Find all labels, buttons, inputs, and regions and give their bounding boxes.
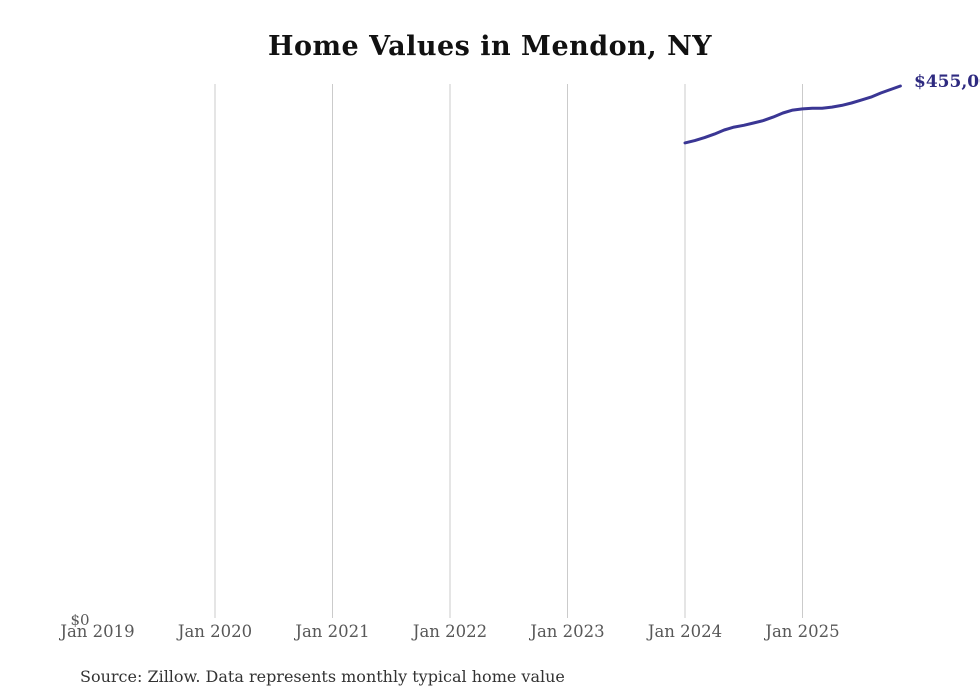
x-axis-label: Jan 2023 <box>530 622 605 641</box>
source-note: Source: Zillow. Data represents monthly … <box>80 667 565 686</box>
latest-value-label: $455,000 <box>914 72 980 92</box>
chart-title: Home Values in Mendon, NY <box>267 31 713 62</box>
x-axis-label: Jan 2022 <box>412 622 488 641</box>
x-axis-label: Jan 2019 <box>60 622 135 641</box>
x-axis-label: Jan 2024 <box>647 622 723 641</box>
x-axis-label: Jan 2021 <box>295 622 370 641</box>
x-axis-label: Jan 2025 <box>765 622 840 641</box>
x-axis-label: Jan 2020 <box>177 622 253 641</box>
home-value-line <box>683 84 902 145</box>
y-axis-zero-label: $0 <box>70 611 90 629</box>
